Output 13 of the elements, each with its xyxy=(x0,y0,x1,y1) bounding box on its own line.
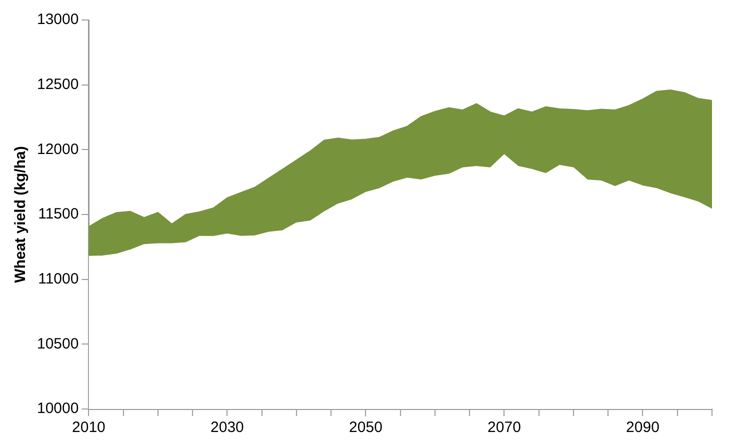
y-tick-label: 11000 xyxy=(38,270,79,288)
y-tick-label: 13000 xyxy=(36,11,79,28)
x-tick-label: 2050 xyxy=(349,419,382,436)
x-tick-label: 2030 xyxy=(210,419,244,436)
y-tick-label: 10500 xyxy=(36,335,79,352)
x-tick-label: 2070 xyxy=(488,419,521,436)
y-tick-label: 10000 xyxy=(36,400,79,418)
y-tick-label: 11500 xyxy=(38,206,79,223)
y-axis-title: Wheat yield (kg/ha) xyxy=(12,146,30,283)
y-tick-label: 12000 xyxy=(36,140,79,158)
x-tick-label: 2090 xyxy=(626,419,660,436)
x-tick-label: 2010 xyxy=(72,419,106,436)
y-tick-label: 12500 xyxy=(36,76,79,93)
